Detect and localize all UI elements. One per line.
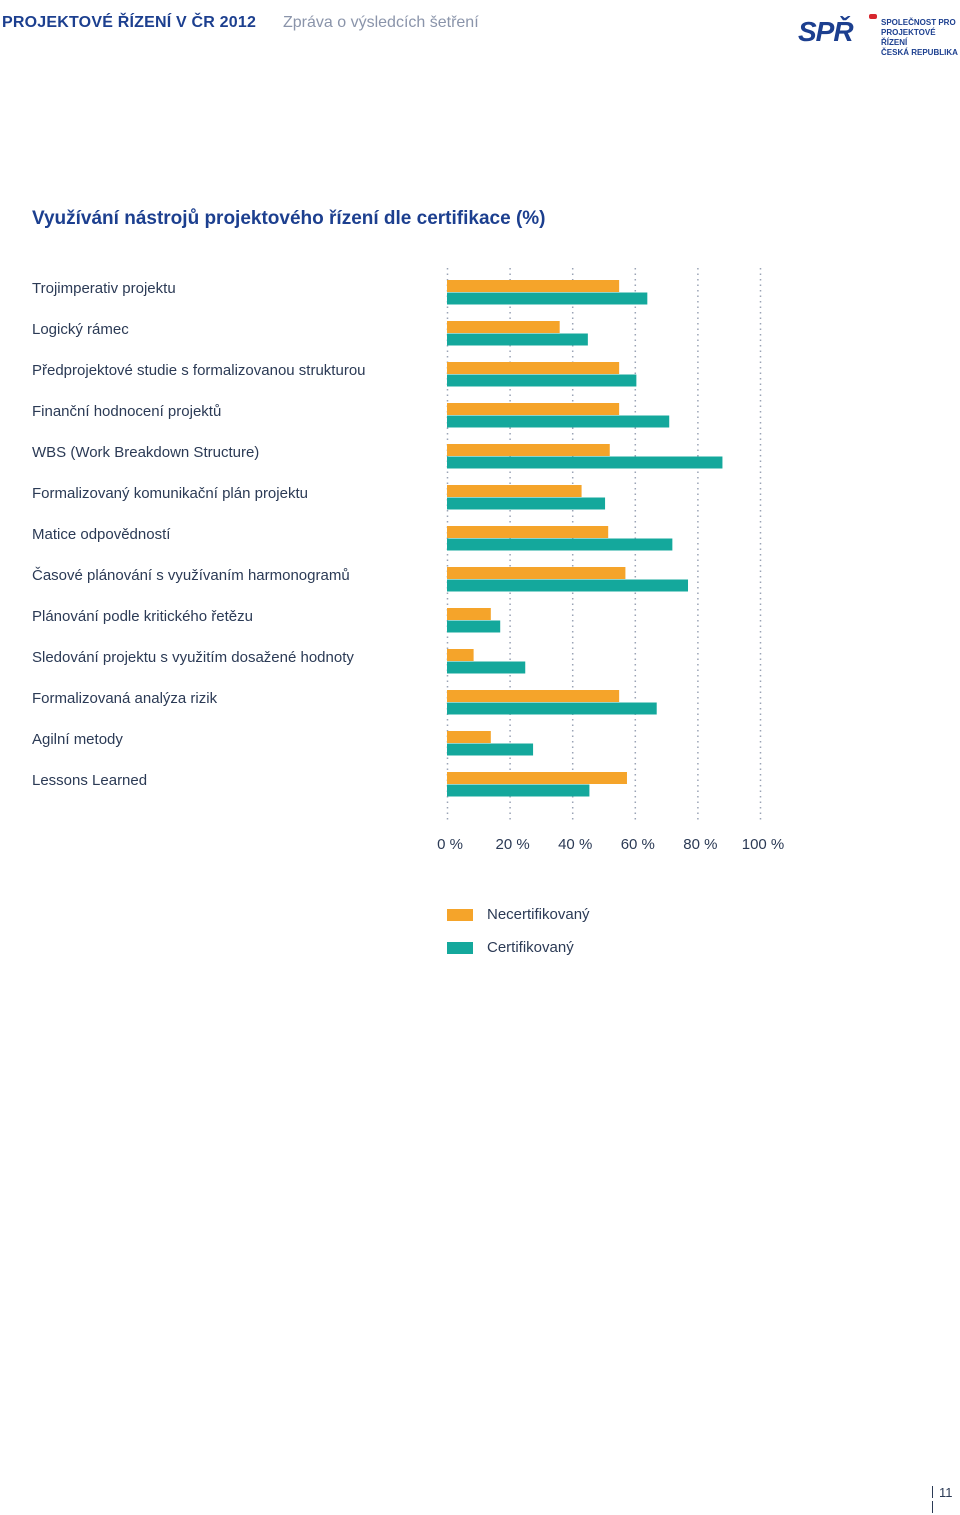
bar-certifikovany [447, 415, 670, 428]
bar-certifikovany [447, 292, 648, 305]
category-label: Časové plánování s využívaním harmonogra… [32, 567, 350, 584]
bar-certifikovany [447, 497, 606, 510]
bar-necertifikovany [447, 403, 620, 415]
x-tick-label: 60 % [620, 836, 655, 853]
bar-necertifikovany [447, 731, 491, 743]
bar-certifikovany [447, 784, 590, 797]
bar-necertifikovany [447, 444, 610, 456]
x-tick-label: 0 % [437, 836, 463, 853]
bar-necertifikovany [447, 321, 560, 333]
category-label: Agilní metody [32, 731, 123, 748]
logo-mark: SPŘ [798, 16, 854, 47]
bar-necertifikovany [447, 567, 626, 579]
logo-accent-icon [869, 14, 877, 19]
x-tick-label: 40 % [558, 836, 593, 853]
spr-logo: SPŘ SPOLEČNOST PRO PROJEKTOVÉ ŘÍZENÍ ČES… [798, 14, 958, 57]
bar-necertifikovany [447, 485, 582, 497]
x-tick-label: 20 % [495, 836, 530, 853]
category-label: Matice odpovědností [32, 526, 171, 543]
bar-certifikovany [447, 579, 689, 592]
bar-necertifikovany [447, 608, 491, 620]
bar-certifikovany [447, 333, 588, 346]
category-label: Finanční hodnocení projektů [32, 403, 222, 420]
bar-certifikovany [447, 374, 637, 387]
chart-title: Využívání nástrojů projektového řízení d… [32, 208, 546, 229]
page-header: PROJEKTOVÉ ŘÍZENÍ V ČR 2012 Zpráva o výs… [0, 12, 960, 57]
logo-text: SPOLEČNOST PRO PROJEKTOVÉ ŘÍZENÍ ČESKÁ R… [881, 18, 958, 58]
document-title: PROJEKTOVÉ ŘÍZENÍ V ČR 2012 [2, 14, 257, 31]
bar-necertifikovany [447, 362, 620, 374]
logo-text-line: SPOLEČNOST PRO [881, 18, 956, 27]
legend-swatch [447, 909, 473, 921]
category-label: WBS (Work Breakdown Structure) [32, 444, 260, 461]
legend-swatch [447, 942, 473, 954]
bar-certifikovany [447, 456, 723, 469]
x-tick-label: 80 % [683, 836, 718, 853]
legend-label: Necertifikovaný [487, 906, 590, 923]
bar-chart [446, 268, 762, 820]
bar-certifikovany [447, 661, 526, 674]
category-label: Sledování projektu s využitím dosažené h… [32, 649, 354, 666]
bar-certifikovany [447, 538, 673, 551]
logo-text-line: PROJEKTOVÉ ŘÍZENÍ [881, 28, 936, 47]
category-label: Lessons Learned [32, 772, 148, 789]
page-number: 11 [926, 1485, 960, 1515]
category-label: Plánování podle kritického řetězu [32, 608, 253, 625]
logo-text-line: ČESKÁ REPUBLIKA [881, 48, 958, 57]
category-label: Formalizovaná analýza rizik [32, 690, 218, 707]
x-tick-label: 100 % [741, 836, 785, 853]
bar-necertifikovany [447, 690, 620, 702]
category-label: Předprojektové studie s formalizovanou s… [32, 362, 366, 379]
bar-necertifikovany [447, 280, 620, 292]
bar-certifikovany [447, 620, 501, 633]
bar-necertifikovany [447, 526, 609, 538]
document-subtitle: Zpráva o výsledcích šetření [283, 14, 479, 31]
bar-necertifikovany [447, 772, 627, 784]
bar-necertifikovany [447, 649, 474, 661]
category-label: Trojimperativ projektu [32, 280, 176, 297]
legend-label: Certifikovaný [487, 939, 574, 956]
bar-certifikovany [447, 743, 534, 756]
category-label: Formalizovaný komunikační plán projektu [32, 485, 308, 502]
bar-certifikovany [447, 702, 657, 715]
category-label: Logický rámec [32, 321, 129, 338]
